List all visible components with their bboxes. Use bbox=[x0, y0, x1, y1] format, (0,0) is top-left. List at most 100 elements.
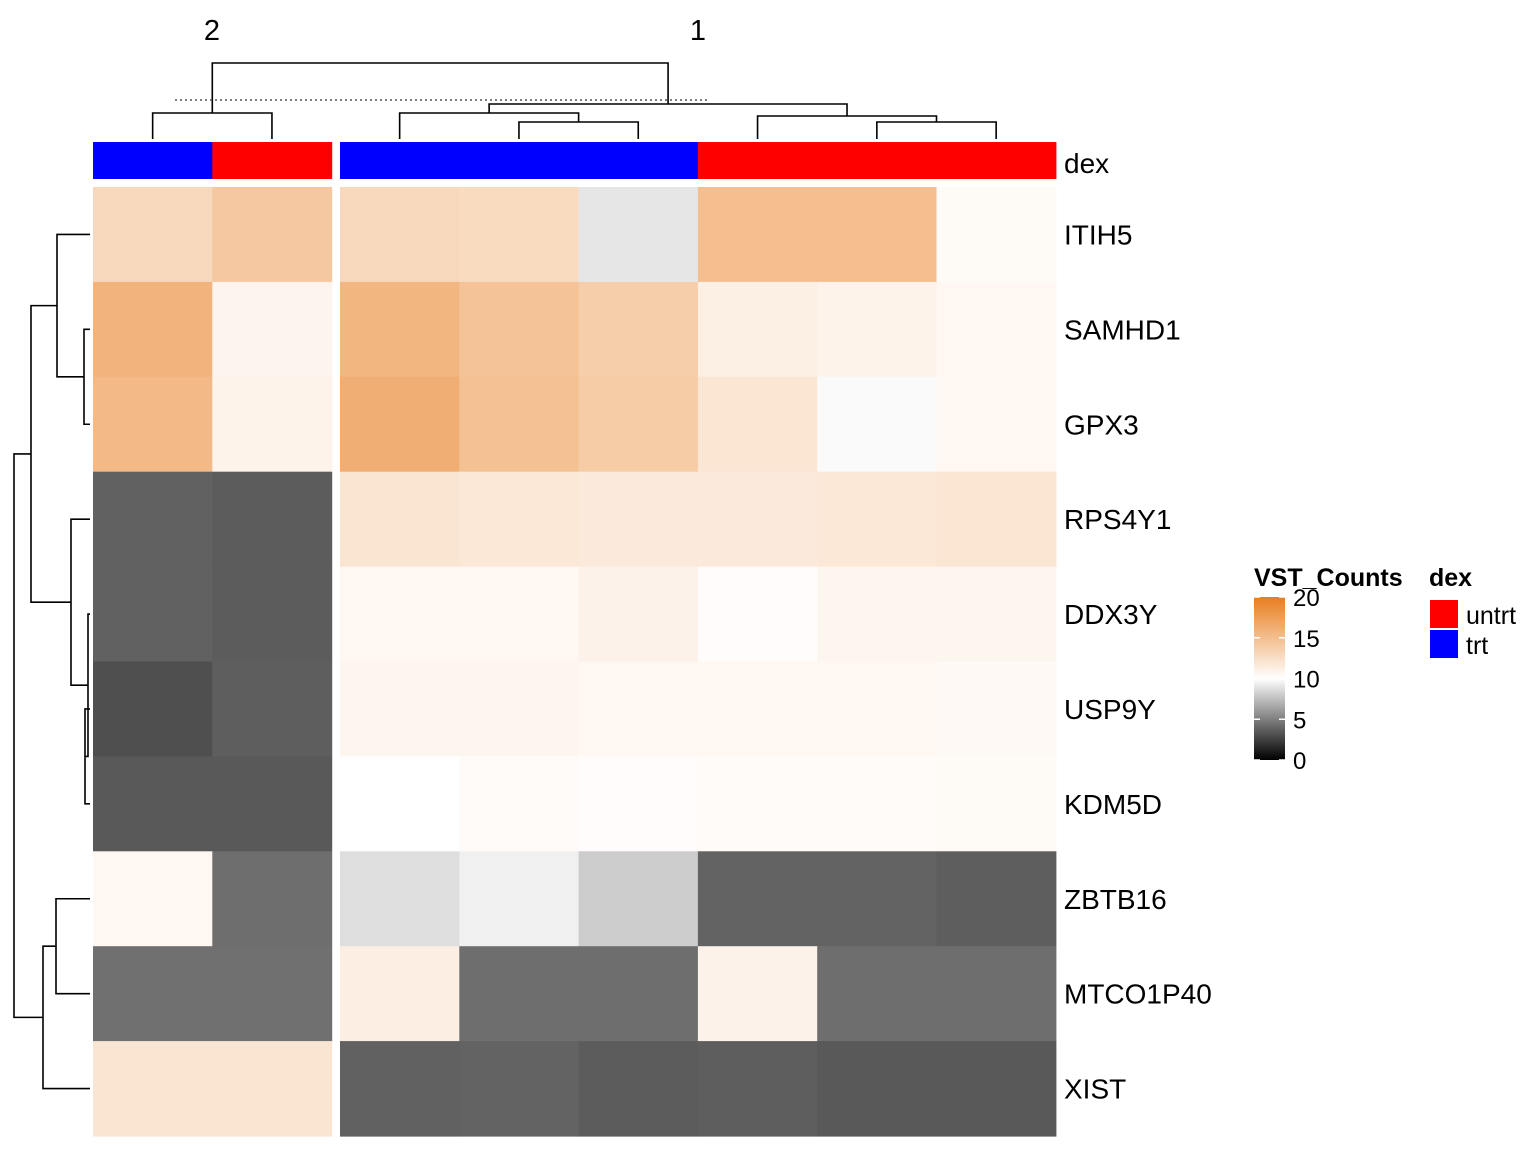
annotation-legend-swatch bbox=[1430, 630, 1458, 658]
heatmap-cell bbox=[459, 661, 580, 757]
heatmap-cell bbox=[212, 1041, 333, 1137]
heatmap-cell bbox=[340, 756, 460, 852]
heatmap-cell bbox=[697, 1041, 818, 1137]
heatmap-cell bbox=[340, 566, 460, 663]
annotation-legend-label: untrt bbox=[1466, 602, 1516, 630]
heatmap-cell bbox=[212, 376, 333, 473]
row-label: GPX3 bbox=[1064, 409, 1139, 440]
heatmap-cell bbox=[93, 756, 213, 852]
heatmap-cell bbox=[936, 566, 1057, 663]
heatmap-cell bbox=[93, 661, 213, 757]
heatmap-cell bbox=[340, 661, 460, 757]
legend-tick-label: 20 bbox=[1293, 585, 1320, 612]
heatmap-cell bbox=[340, 851, 460, 947]
heatmap-cell bbox=[578, 566, 699, 663]
heatmap-cell bbox=[212, 471, 333, 568]
annotation-name-label: dex bbox=[1064, 148, 1109, 179]
heatmap-cell bbox=[817, 756, 938, 852]
heatmap-cell bbox=[93, 187, 213, 283]
heatmap-cell bbox=[697, 187, 818, 283]
heatmap-cell bbox=[578, 187, 699, 283]
heatmap-cell bbox=[459, 566, 580, 663]
legend-tick-label: 5 bbox=[1293, 707, 1306, 734]
heatmap-cell bbox=[578, 851, 699, 947]
annotation-cell bbox=[459, 142, 580, 179]
heatmap-cell bbox=[697, 661, 818, 757]
dendrogram-link bbox=[70, 518, 90, 687]
heatmap-cell bbox=[936, 471, 1057, 568]
heatmap-cell bbox=[93, 851, 213, 947]
row-dendrogram bbox=[13, 233, 90, 1090]
heatmap-cell bbox=[212, 566, 333, 663]
heatmap-cell bbox=[459, 756, 580, 852]
heatmap-cell bbox=[459, 851, 580, 947]
heatmap-cell bbox=[93, 376, 213, 473]
heatmap-cell bbox=[817, 187, 938, 283]
dendrogram-link bbox=[211, 62, 669, 113]
annotation-cell bbox=[578, 142, 699, 179]
heatmap-cell bbox=[578, 1041, 699, 1137]
legend-tick-label: 15 bbox=[1293, 626, 1320, 653]
row-label: RPS4Y1 bbox=[1064, 504, 1171, 535]
heatmap-cell bbox=[212, 946, 333, 1042]
dendrogram-link bbox=[876, 121, 997, 139]
heatmap-cell bbox=[697, 946, 818, 1042]
row-label: MTCO1P40 bbox=[1064, 979, 1212, 1010]
heatmap-cell bbox=[578, 661, 699, 757]
heatmap-cell bbox=[817, 661, 938, 757]
heatmap-cell bbox=[578, 756, 699, 852]
heatmap-cell bbox=[697, 281, 818, 378]
heatmap-cell bbox=[936, 661, 1057, 757]
heatmap-cell bbox=[340, 946, 460, 1042]
annotation-cell bbox=[936, 142, 1057, 179]
heatmap-cell bbox=[459, 471, 580, 568]
heatmap-cell bbox=[93, 471, 213, 568]
row-label: ZBTB16 bbox=[1064, 884, 1167, 915]
column-dendrogram bbox=[151, 62, 997, 139]
heatmap-cell bbox=[459, 946, 580, 1042]
dendrogram-link bbox=[151, 112, 273, 139]
heatmap-cell bbox=[340, 281, 460, 378]
heatmap-cell bbox=[697, 471, 818, 568]
row-label: USP9Y bbox=[1064, 694, 1156, 725]
heatmap-cell bbox=[578, 946, 699, 1042]
dendrogram-link bbox=[13, 453, 43, 1019]
legend-tick-label: 10 bbox=[1293, 667, 1320, 694]
heatmap-cell bbox=[936, 187, 1057, 283]
heatmap-cell bbox=[93, 1041, 213, 1137]
heatmap-cell bbox=[212, 661, 333, 757]
heatmap-cell bbox=[578, 281, 699, 378]
annotation-cell bbox=[697, 142, 818, 179]
heatmap-cell bbox=[340, 187, 460, 283]
heatmap-cell bbox=[578, 376, 699, 473]
annotation-legend-swatch bbox=[1430, 600, 1458, 628]
dendrogram-link bbox=[55, 897, 90, 995]
dendrogram-link bbox=[83, 328, 90, 426]
heatmap-cell bbox=[340, 376, 460, 473]
heatmap-cells bbox=[93, 187, 1057, 1137]
annotation-cell bbox=[817, 142, 938, 179]
dendrogram-link bbox=[398, 112, 580, 139]
column-split-label: 1 bbox=[690, 15, 706, 47]
heatmap-cell bbox=[817, 946, 938, 1042]
heatmap-cell bbox=[936, 376, 1057, 473]
dendrogram-link bbox=[488, 103, 848, 116]
row-label: DDX3Y bbox=[1064, 599, 1158, 630]
annotation-legend-title: dex bbox=[1429, 564, 1472, 592]
legend-tick-label: 0 bbox=[1293, 748, 1306, 775]
heatmap-cell bbox=[459, 281, 580, 378]
heatmap-cell bbox=[578, 471, 699, 568]
heatmap-cell bbox=[93, 281, 213, 378]
dendrogram-link bbox=[518, 121, 640, 139]
heatmap-cell bbox=[697, 756, 818, 852]
dendrogram-link bbox=[756, 115, 938, 139]
heatmap-cell bbox=[340, 471, 460, 568]
heatmap-cell bbox=[93, 566, 213, 663]
heatmap-cell bbox=[817, 851, 938, 947]
heatmap-cell bbox=[936, 851, 1057, 947]
row-label: ITIH5 bbox=[1064, 219, 1132, 250]
row-label: XIST bbox=[1064, 1074, 1126, 1105]
heatmap-cell bbox=[459, 1041, 580, 1137]
annotation-bar: dex 2 1 bbox=[93, 15, 1109, 179]
